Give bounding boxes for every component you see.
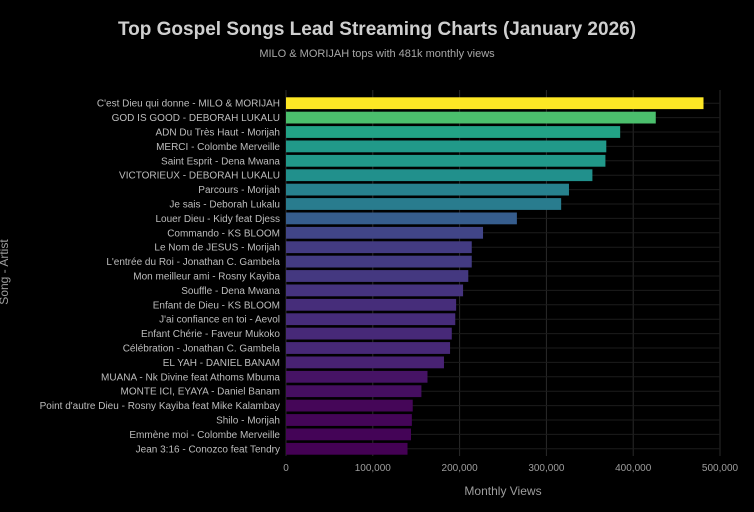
bar (286, 97, 704, 110)
bar (286, 255, 472, 268)
bar (286, 169, 593, 182)
bar (286, 183, 569, 196)
chart-title: Top Gospel Songs Lead Streaming Charts (… (118, 19, 636, 40)
category-label: MUANA - Nk Divine feat Athoms Mbuma (101, 372, 280, 383)
bar (286, 140, 607, 153)
category-label: C'est Dieu qui donne - MILO & MORIJAH (97, 99, 280, 110)
bar (286, 111, 656, 124)
bar (286, 198, 562, 210)
category-label: Parcours - Morijah (198, 185, 280, 196)
category-label: Jean 3:16 - Conozco feat Tendry (136, 444, 280, 455)
category-label: Emmène moi - Colombe Merveille (129, 430, 280, 441)
bar (286, 126, 621, 138)
category-label: Enfant de Dieu - KS BLOOM (153, 300, 280, 311)
category-label: Je sais - Deborah Lukalu (169, 200, 280, 211)
bar (286, 313, 456, 326)
category-label: Souffle - Dena Mwana (181, 286, 280, 297)
category-label: Le Nom de JESUS - Morijah (154, 243, 280, 254)
category-label: Shilo - Morijah (216, 416, 280, 427)
x-tick-labels: 0 100,000 200,000 300,000 400,000 500,000 (283, 463, 738, 474)
category-label: GOD IS GOOD - DEBORAH LUKALU (112, 113, 280, 124)
bar (286, 385, 422, 398)
bar (286, 356, 444, 369)
bar (286, 284, 464, 297)
bar (286, 342, 451, 354)
category-label: Saint Esprit - Dena Mwana (161, 156, 280, 167)
category-label: J'ai confiance en toi - Aevol (159, 315, 280, 326)
x-tick-label: 500,000 (702, 463, 739, 474)
category-label: Mon meilleur ami - Rosny Kayiba (133, 272, 280, 283)
chart-subtitle: MILO & MORIJAH tops with 481k monthly vi… (259, 48, 495, 60)
y-axis-title: Song - Artist (0, 239, 11, 305)
bar (286, 154, 606, 167)
bar (286, 212, 517, 225)
category-label: Louer Dieu - Kidy feat Djess (155, 214, 280, 225)
x-tick-label: 300,000 (528, 463, 565, 474)
category-label: MERCI - Colombe Merveille (156, 142, 280, 153)
category-label: EL YAH - DANIEL BANAM (163, 358, 280, 369)
category-label: Célébration - Jonathan C. Gambela (123, 344, 281, 355)
bar (286, 327, 452, 340)
x-tick-label: 200,000 (442, 463, 479, 474)
category-label: VICTORIEUX - DEBORAH LUKALU (119, 171, 280, 182)
bar (286, 442, 408, 455)
x-axis-title: Monthly Views (464, 484, 541, 498)
bar (286, 298, 457, 311)
category-label: Point d'autre Dieu - Rosny Kayiba feat M… (40, 401, 280, 412)
category-label: ADN Du Très Haut - Morijah (156, 128, 280, 139)
bar (286, 428, 411, 441)
bar (286, 270, 469, 282)
bar (286, 414, 412, 426)
bar (286, 370, 428, 383)
x-tick-label: 100,000 (355, 463, 392, 474)
x-tick-label: 400,000 (615, 463, 652, 474)
category-label: L'entrée du Roi - Jonathan C. Gambela (106, 257, 280, 268)
category-label: Enfant Chérie - Faveur Mukoko (141, 329, 280, 340)
bar (286, 399, 413, 412)
category-labels: C'est Dieu qui donne - MILO & MORIJAH GOD… (40, 99, 281, 456)
bar (286, 226, 484, 239)
x-tick-label: 0 (283, 463, 289, 474)
category-label: MONTE ICI, EYAYA - Daniel Banam (121, 387, 281, 398)
bars (286, 97, 704, 455)
category-label: Commando - KS BLOOM (167, 228, 280, 239)
bar (286, 241, 472, 254)
